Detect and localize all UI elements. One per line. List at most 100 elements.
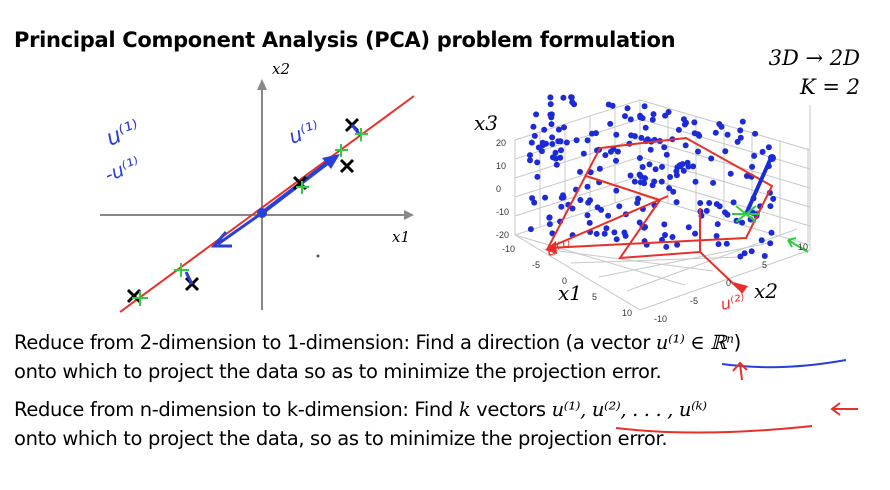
3d-point (675, 126, 682, 133)
3d-point (739, 118, 746, 125)
3d-point (613, 236, 620, 243)
minus-u1-vector (217, 211, 263, 246)
3d-point (529, 195, 536, 202)
3d-point (560, 94, 567, 101)
3d-point (631, 178, 638, 185)
p2-line2: onto which to project the data, so as to… (14, 427, 668, 450)
dimension-mapping: 3D → 2D (768, 46, 860, 70)
3d-point (722, 209, 728, 216)
3d-point (531, 132, 538, 139)
tick-label: -10 (502, 244, 515, 254)
3d-point (658, 178, 665, 185)
projection-mark-1 (355, 128, 368, 141)
3d-point (770, 195, 777, 202)
3d-point (690, 163, 697, 170)
3d-point (577, 197, 584, 203)
3d-point (530, 123, 537, 130)
3d-point (659, 163, 665, 170)
plane-edge-u1 (547, 195, 669, 249)
3d-point (637, 114, 644, 121)
projection-4 (184, 271, 194, 285)
3d-point (541, 126, 548, 133)
3d-point (596, 165, 603, 172)
3d-point (584, 212, 591, 219)
3d-point (531, 199, 538, 206)
3d-point (607, 120, 614, 127)
3d-point (682, 142, 689, 149)
x1-axis-label: x1 (392, 228, 410, 246)
u1-vector-head (322, 154, 340, 169)
3d-point (710, 179, 717, 186)
3d-point (761, 253, 768, 259)
3d-point (739, 219, 746, 226)
3d-point (549, 141, 556, 147)
p2-k: k (458, 398, 471, 421)
3d-point (691, 130, 698, 137)
3d-point (663, 151, 670, 158)
3d-point (679, 161, 686, 168)
tick-label: 0 (726, 278, 731, 288)
principal-line (119, 95, 415, 313)
u2-arrow-head (733, 282, 748, 294)
3d-point (767, 203, 774, 210)
3d-point (577, 168, 583, 175)
3d-point (547, 94, 554, 101)
3d-point (743, 173, 750, 179)
3d-point (680, 116, 687, 123)
3d-point (685, 224, 692, 231)
x3-axis-label: x3 (474, 111, 498, 135)
3d-point (639, 164, 646, 170)
3d-point (706, 200, 713, 206)
3d-point (692, 178, 699, 185)
projection-mark-3 (296, 181, 309, 194)
3d-point (527, 226, 534, 233)
3d-point (748, 248, 755, 255)
3d-point (737, 253, 744, 260)
p2-line1: Reduce from n-dimension to k-dimension: … (14, 395, 707, 424)
3d-point (555, 138, 562, 145)
3d-point (718, 123, 725, 130)
minus-u1-head (210, 231, 232, 248)
data-point-2 (339, 158, 355, 174)
p2-text: Reduce from n-dimension to k-dimension: … (14, 398, 453, 421)
3d-point (713, 201, 720, 208)
3d-point (647, 146, 654, 153)
3d-point (602, 152, 609, 159)
3d-point (666, 185, 673, 192)
3d-point (661, 221, 668, 228)
projection-mark-2 (335, 144, 348, 157)
slide-title: Principal Component Analysis (PCA) probl… (14, 28, 676, 52)
projection-top-point (768, 154, 776, 162)
x1-axis-arrow (404, 210, 414, 220)
3d-point (673, 199, 680, 206)
3d-point (651, 178, 658, 185)
3d-point (546, 221, 553, 228)
3d-point (691, 119, 698, 126)
3d-point (627, 172, 634, 179)
3d-point (669, 234, 676, 240)
3d-point (642, 124, 649, 131)
3d-point (713, 233, 720, 239)
3d-point (670, 188, 677, 195)
3d-point (589, 130, 595, 137)
p1-line1: Reduce from 2-dimension to 1-dimension: … (14, 328, 741, 357)
3d-point (765, 144, 772, 151)
3d-point (603, 225, 610, 232)
3d-point (549, 134, 556, 141)
3d-point (558, 147, 564, 154)
3d-point (714, 221, 721, 228)
3d-point (613, 187, 620, 194)
3d-point (558, 203, 565, 210)
3d-point (594, 204, 601, 211)
3d-point (662, 112, 669, 119)
y-tick-labels: -10 -5 0 5 10 (654, 242, 808, 324)
3d-point (697, 200, 704, 206)
k-value: K = 2 (800, 75, 860, 99)
data-point-5 (126, 288, 142, 304)
tick-label: 0 (496, 184, 501, 194)
x2-axis-label: x2 (272, 60, 290, 78)
stray-dot (316, 254, 320, 258)
tick-label: -20 (496, 230, 509, 240)
paragraph-nd-to-kd: Reduce from n-dimension to k-dimension: … (14, 395, 707, 453)
3d-point (621, 229, 628, 236)
